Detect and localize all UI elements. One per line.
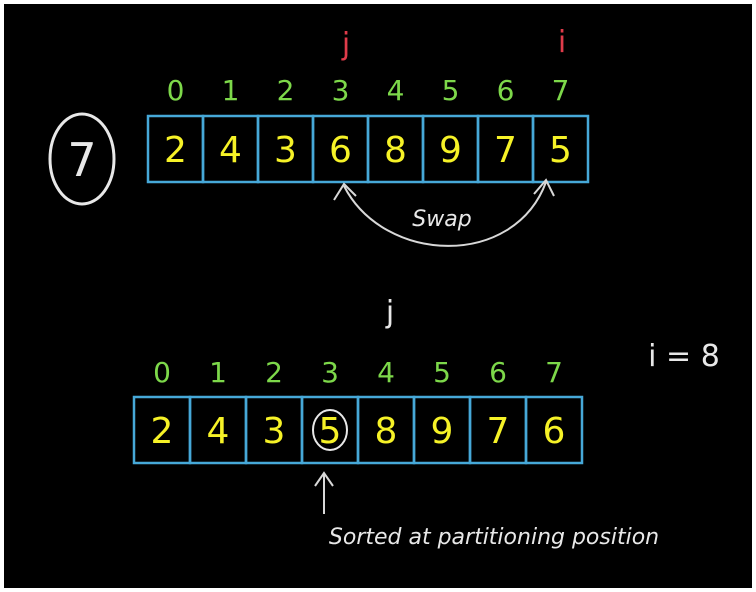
top-pointer-i: i [558, 25, 566, 60]
bot-value-1: 4 [207, 411, 230, 452]
bot-index-0: 0 [153, 356, 171, 389]
top-index-3: 3 [332, 74, 350, 107]
step-circle [48, 112, 116, 206]
bot-value-5: 9 [431, 411, 454, 452]
bottom-cell-row [132, 395, 584, 465]
bottom-index-row: 0 1 2 3 4 5 6 7 [153, 356, 563, 389]
top-index-6: 6 [497, 74, 515, 107]
top-value-4: 8 [384, 130, 407, 171]
top-value-6: 7 [494, 130, 517, 171]
bot-index-3: 3 [321, 356, 339, 389]
top-pointer-j: j [341, 27, 350, 62]
top-index-2: 2 [277, 74, 295, 107]
pivot-arrow [314, 471, 334, 514]
top-index-4: 4 [387, 74, 405, 107]
top-value-2: 3 [274, 130, 297, 171]
bot-value-7: 6 [543, 411, 566, 452]
bot-index-4: 4 [377, 356, 395, 389]
top-index-7: 7 [552, 74, 570, 107]
swap-label: Swap [412, 207, 471, 232]
top-index-row: 0 1 2 3 4 5 6 7 [167, 74, 570, 107]
bot-value-4: 8 [375, 411, 398, 452]
top-value-0: 2 [164, 130, 187, 171]
swap-curve [343, 181, 547, 247]
bot-value-2: 3 [263, 411, 286, 452]
bottom-pointer-j: j [385, 295, 394, 330]
bot-index-5: 5 [433, 356, 451, 389]
bot-index-6: 6 [489, 356, 507, 389]
top-index-5: 5 [442, 74, 460, 107]
sorted-note: Sorted at partitioning position [329, 525, 659, 550]
bot-index-2: 2 [265, 356, 283, 389]
top-value-1: 4 [219, 130, 242, 171]
swap-arrowhead-right [533, 178, 555, 197]
step-number: 7 [67, 133, 96, 187]
top-value-7: 5 [549, 130, 572, 171]
bot-index-1: 1 [209, 356, 227, 389]
top-cell-row [146, 114, 590, 184]
i-equals-label: i = 8 [648, 339, 720, 374]
bot-value-6: 7 [487, 411, 510, 452]
bot-value-3: 5 [319, 411, 342, 452]
bot-cell-7 [524, 395, 584, 465]
bot-index-7: 7 [545, 356, 563, 389]
pivot-arrowhead [314, 471, 334, 487]
swap-arrow: Swap [333, 178, 555, 247]
swap-arrowhead-left [333, 182, 357, 201]
top-value-5: 9 [439, 130, 462, 171]
step-marker: 7 [48, 112, 116, 206]
top-index-0: 0 [167, 74, 185, 107]
top-cell-7 [531, 114, 590, 184]
pivot-circle [312, 409, 348, 451]
bot-value-0: 2 [151, 411, 174, 452]
top-value-3: 6 [329, 130, 352, 171]
top-index-1: 1 [222, 74, 240, 107]
